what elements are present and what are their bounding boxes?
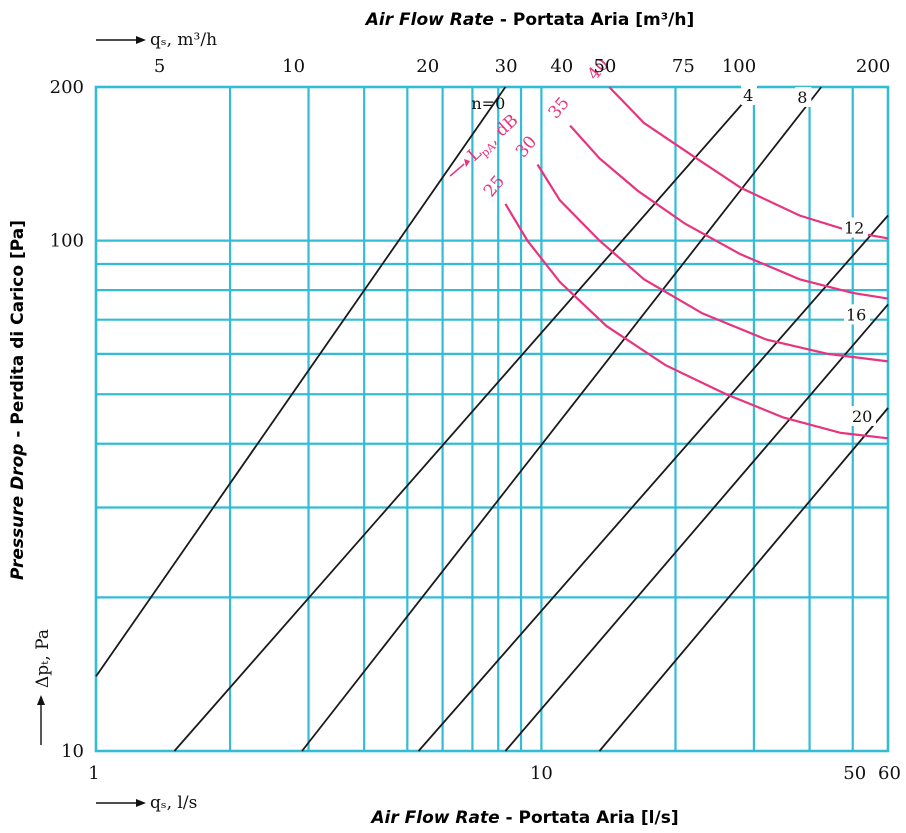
pressure-curve-12 <box>417 214 889 752</box>
pressure-curve-n0 <box>95 86 507 677</box>
curve-label-bg <box>844 304 870 325</box>
top-title-rest: - Portata Aria [m³/h] <box>494 10 694 30</box>
pressure-curve-20 <box>598 407 889 752</box>
y-axis-arrow <box>37 695 45 745</box>
y-title: Pressure Drop - Perdita di Carico [Pa] <box>8 220 28 580</box>
bottom-title: Air Flow Rate - Portata Aria [l/s] <box>369 808 678 828</box>
y-axis-label: Δpₜ, Pa <box>33 629 53 688</box>
pressure-curve-label: 20 <box>852 407 872 426</box>
y-tick: 10 <box>61 741 84 762</box>
top-title-italic: Air Flow Rate <box>364 10 494 30</box>
x-tick-bottom: 10 <box>530 763 553 784</box>
noise-curve-35 <box>569 124 889 300</box>
pressure-curve-4 <box>173 86 758 752</box>
pressure-curve-8 <box>301 86 823 752</box>
y-tick: 100 <box>50 231 84 252</box>
pressure-curve-label: 8 <box>797 88 807 107</box>
x-tick-top: 200 <box>856 56 890 77</box>
x-tick-top: 75 <box>672 56 695 77</box>
noise-curve-label: 35 <box>545 93 574 122</box>
pressure-curve-label: 16 <box>846 305 866 324</box>
noise-axis-arrow <box>449 163 465 177</box>
x-tick-bottom: 60 <box>878 763 901 784</box>
x-tick-top: 20 <box>416 56 439 77</box>
pressure-curve-label: 4 <box>743 86 753 105</box>
y-title-rest: - Perdita di Carico [Pa] <box>8 220 28 444</box>
x-tick-top: 100 <box>722 56 756 77</box>
noise-curve-30 <box>536 163 889 363</box>
x-tick-bottom: 1 <box>88 763 99 784</box>
curve-label-bg <box>850 405 876 426</box>
curve-label-bg <box>842 217 868 238</box>
top-axis-arrow <box>96 36 146 44</box>
bottom-title-italic: Air Flow Rate <box>369 808 499 828</box>
noise-curve-label: 30 <box>512 132 541 161</box>
x-tick-top: 40 <box>550 56 573 77</box>
noise-curve-25 <box>504 203 889 440</box>
x-tick-top: 5 <box>154 56 165 77</box>
bottom-title-rest: - Portata Aria [l/s] <box>500 808 679 828</box>
pressure-curve-label: n=0 <box>471 94 505 113</box>
noise-curve-40 <box>608 86 889 240</box>
x-tick-top: 50 <box>593 56 616 77</box>
plot-frame <box>94 85 890 753</box>
x-tick-top: 30 <box>495 56 518 77</box>
noise-curve-label: 25 <box>480 172 509 201</box>
top-title: Air Flow Rate - Portata Aria [m³/h] <box>364 10 695 30</box>
y-title-italic: Pressure Drop <box>8 444 28 580</box>
noise-axis-arrowhead <box>464 159 471 168</box>
pressure-curve-16 <box>504 303 889 752</box>
pressure-curve-label: 12 <box>844 219 864 238</box>
curves <box>95 86 889 752</box>
y-tick: 200 <box>50 77 84 98</box>
bottom-axis-label: qₛ, l/s <box>150 793 197 813</box>
bottom-axis-arrow <box>96 799 146 807</box>
x-tick-top: 10 <box>282 56 305 77</box>
curve-label-bg <box>741 85 758 105</box>
curve-label-bg <box>795 87 812 107</box>
top-axis-label: qₛ, m³/h <box>150 30 217 50</box>
x-tick-bottom: 50 <box>843 763 866 784</box>
